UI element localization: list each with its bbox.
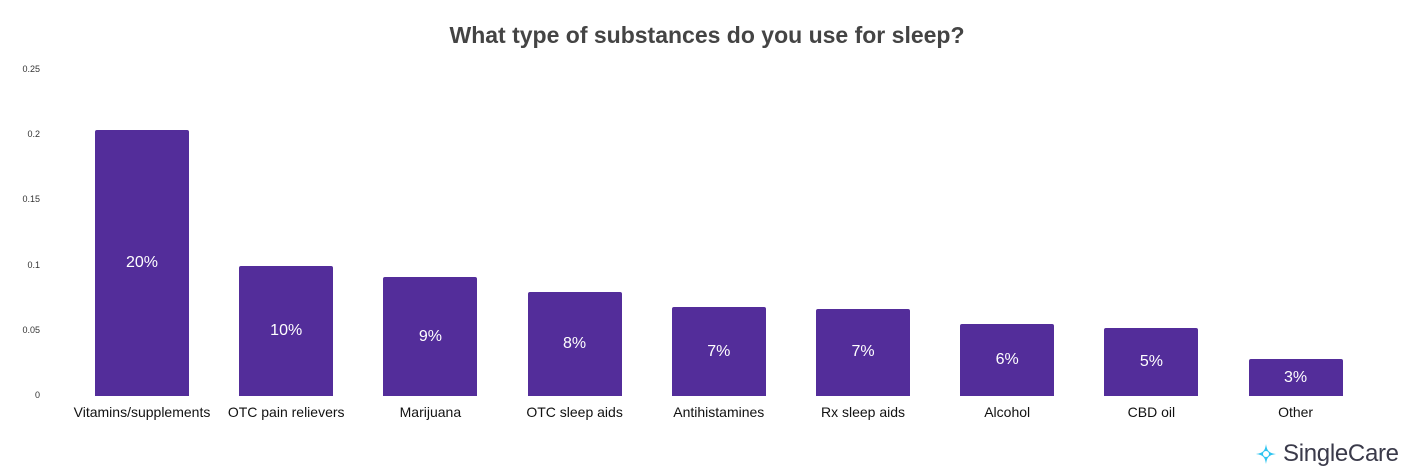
bar-value-label: 7% bbox=[707, 342, 731, 360]
x-category-label: Other bbox=[1278, 404, 1314, 420]
singlecare-star-icon bbox=[1256, 444, 1276, 464]
bar: 3% bbox=[1248, 359, 1343, 396]
bar-value-label: 6% bbox=[995, 351, 1019, 369]
bar-value-label: 7% bbox=[851, 343, 875, 361]
brand-name: SingleCare bbox=[1283, 440, 1399, 467]
y-tick-label: 0.1 bbox=[27, 259, 40, 270]
bar-value-label: 20% bbox=[125, 253, 159, 271]
bar: 8% bbox=[527, 291, 622, 396]
bar-value-label: 5% bbox=[1139, 353, 1163, 371]
bar-value-label: 9% bbox=[418, 327, 442, 345]
bar: 20% bbox=[95, 129, 189, 396]
y-tick-label: 0.2 bbox=[27, 129, 40, 140]
x-category-label: Vitamins/supplements bbox=[73, 404, 211, 420]
x-category-label: OTC sleep aids bbox=[526, 404, 623, 420]
bar: 5% bbox=[1104, 328, 1199, 396]
y-tick-label: 0.25 bbox=[22, 64, 40, 74]
brand-logo: SingleCare bbox=[1255, 440, 1399, 468]
bar-value-label: 3% bbox=[1284, 368, 1308, 386]
x-category-label: Alcohol bbox=[984, 404, 1031, 420]
y-tick-label: 0 bbox=[34, 390, 40, 400]
bar: 9% bbox=[383, 277, 478, 396]
x-category-label: Rx sleep aids bbox=[820, 404, 906, 420]
chart-title: What type of substances do you use for s… bbox=[449, 22, 965, 48]
x-category-label: CBD oil bbox=[1127, 404, 1176, 420]
x-category-label: OTC pain relievers bbox=[227, 404, 345, 420]
bar: 7% bbox=[671, 307, 766, 396]
x-category-label: Antihistamines bbox=[673, 404, 765, 420]
bar-value-label: 10% bbox=[270, 321, 303, 339]
y-tick-label: 0.15 bbox=[22, 194, 40, 205]
x-category-label: Marijuana bbox=[399, 404, 462, 420]
bar-value-label: 8% bbox=[563, 334, 587, 352]
bar: 7% bbox=[816, 308, 910, 396]
bar: 10% bbox=[239, 265, 334, 396]
y-tick-label: 0.05 bbox=[22, 324, 40, 335]
bar: 6% bbox=[960, 324, 1055, 396]
